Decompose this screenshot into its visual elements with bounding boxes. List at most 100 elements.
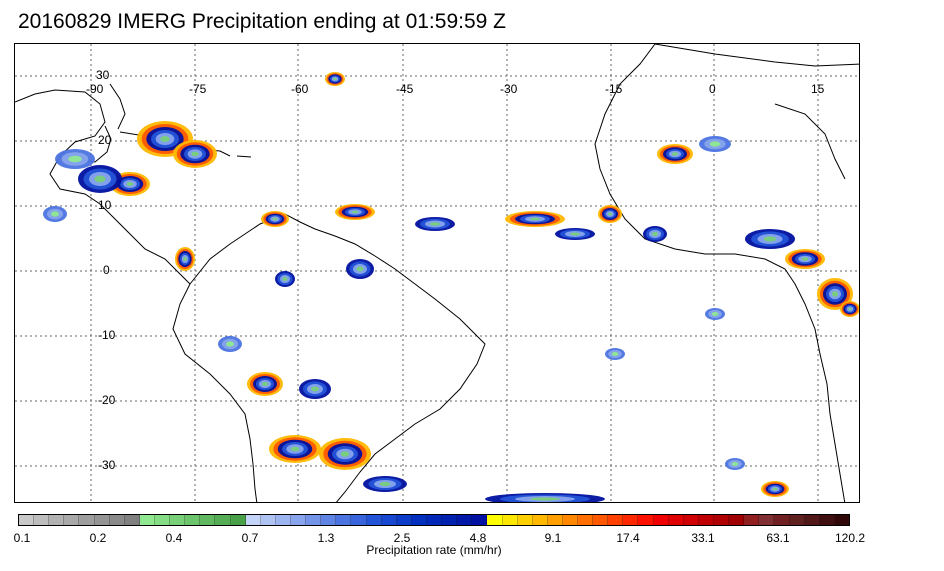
- lon-label-0: 0: [709, 82, 716, 96]
- lat-label-0: 0: [103, 263, 110, 277]
- precipitation-cell: [160, 136, 170, 142]
- colorbar-segment: [200, 515, 216, 525]
- precipitation-cell: [272, 217, 278, 221]
- precipitation-field: [43, 72, 859, 502]
- colorbar-tick: 0.7: [241, 531, 259, 545]
- precipitation-cell: [772, 487, 778, 491]
- colorbar-segment: [623, 515, 639, 525]
- colorbar-segment: [729, 515, 745, 525]
- colorbar-segment: [351, 515, 367, 525]
- colorbar-segment: [834, 515, 850, 525]
- lon-label-15e: 15: [811, 82, 825, 96]
- colorbar-segment: [94, 515, 110, 525]
- precipitation-cell: [711, 312, 719, 316]
- colorbar-segment: [19, 515, 35, 525]
- colorbar-tick: 0.2: [89, 531, 107, 545]
- graticule: [15, 44, 859, 502]
- coastline-mediterranean: [654, 44, 859, 67]
- precipitation-cell: [832, 291, 838, 297]
- colorbar-segment: [593, 515, 609, 525]
- colorbar-segment: [411, 515, 427, 525]
- colorbar-segment: [366, 515, 382, 525]
- precipitation-cell: [801, 257, 809, 261]
- colorbar-segment: [185, 515, 201, 525]
- colorbar-segment: [290, 515, 307, 525]
- coastlines: [15, 44, 859, 502]
- precipitation-cell: [652, 232, 658, 236]
- colorbar-title: Precipitation rate (mm/hr): [366, 543, 502, 557]
- colorbar-segment: [759, 515, 775, 525]
- colorbar-tick: 33.1: [691, 531, 715, 545]
- colorbar-tick: 1.3: [317, 531, 335, 545]
- colorbar-tick: 0.1: [13, 531, 31, 545]
- colorbar-segment: [336, 515, 352, 525]
- precipitation-cell: [94, 175, 106, 183]
- colorbar-segment: [578, 515, 594, 525]
- precipitation-cell: [183, 257, 187, 261]
- coastline-north-america: [15, 89, 191, 285]
- precipitation-cell: [68, 155, 82, 163]
- colorbar-segment: [34, 515, 50, 525]
- colorbar-segment: [426, 515, 443, 525]
- colorbar-segment: [139, 515, 155, 525]
- coastline-africa-east: [774, 103, 846, 180]
- colorbar-segment: [457, 515, 473, 525]
- colorbar-tick: 63.1: [766, 531, 790, 545]
- colorbar-segment: [396, 515, 412, 525]
- precipitation-cell: [763, 236, 777, 242]
- precipitation-cell: [672, 152, 678, 156]
- precipitation-cell: [379, 482, 391, 486]
- colorbar-segment: [804, 515, 820, 525]
- colorbar-tick: 120.2: [834, 531, 866, 545]
- precipitation-cell: [351, 210, 359, 214]
- colorbar-tick: 0.4: [165, 531, 183, 545]
- colorbar-segment: [154, 515, 171, 525]
- colorbar-segment: [79, 515, 95, 525]
- precipitation-cell: [126, 182, 134, 186]
- colorbar-tick: 17.4: [616, 531, 640, 545]
- colorbar-segment: [683, 515, 699, 525]
- colorbar-segment: [698, 515, 715, 525]
- lon-label-45w: -45: [396, 82, 414, 96]
- colorbar-segment: [306, 515, 322, 525]
- colorbar-segment: [668, 515, 684, 525]
- precipitation-cell: [226, 341, 234, 347]
- colorbar-segment: [502, 515, 518, 525]
- colorbar-segment: [532, 515, 548, 525]
- coastline-florida: [109, 83, 126, 130]
- lon-label-30w: -30: [500, 82, 518, 96]
- precipitation-cell: [530, 217, 540, 221]
- colorbar-segment: [381, 515, 397, 525]
- precipitation-cell: [731, 462, 739, 466]
- precipitation-cell: [848, 307, 852, 311]
- precipitation-cell: [340, 451, 350, 457]
- precipitation-cell: [51, 211, 59, 217]
- colorbar-segment: [442, 515, 458, 525]
- colorbar-tick: 4.8: [469, 531, 487, 545]
- colorbar-segment: [487, 515, 503, 525]
- precipitation-cell: [570, 232, 580, 236]
- coastline-puerto-rico: [236, 155, 252, 158]
- colorbar-segment: [774, 515, 790, 525]
- lat-label-10s: -10: [98, 328, 116, 342]
- colorbar-segment: [321, 515, 337, 525]
- precipitation-colorbar: [18, 514, 850, 526]
- precipitation-cell: [530, 497, 560, 501]
- precipitation-cell: [333, 77, 337, 81]
- coastline-south-america-west: [172, 283, 258, 502]
- precipitation-cell: [311, 386, 319, 392]
- precipitation-cell: [611, 352, 619, 356]
- colorbar-segment: [547, 515, 563, 525]
- precipitation-cell: [709, 141, 721, 147]
- lat-label-20n: 20: [98, 133, 112, 147]
- colorbar-segment: [638, 515, 654, 525]
- lon-label-15w: -15: [605, 82, 623, 96]
- colorbar-tick: 9.1: [544, 531, 562, 545]
- lat-label-30s: -30: [98, 458, 116, 472]
- colorbar-segment: [170, 515, 186, 525]
- map-canvas: [15, 44, 859, 502]
- precipitation-cell: [290, 446, 300, 452]
- colorbar-segment: [124, 515, 140, 525]
- colorbar-segment: [109, 515, 125, 525]
- colorbar-segment: [714, 515, 730, 525]
